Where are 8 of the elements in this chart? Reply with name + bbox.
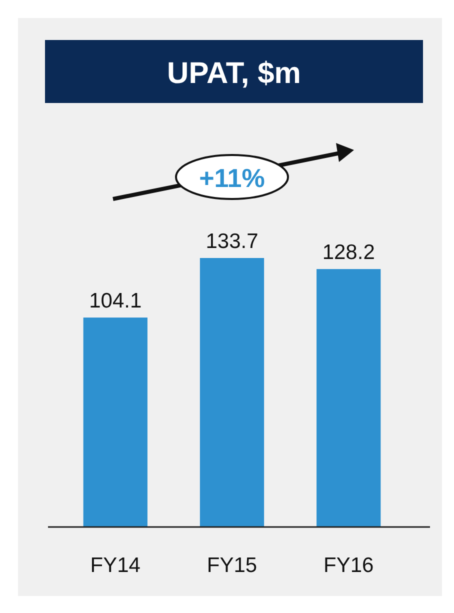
x-tick-label: FY14 bbox=[90, 554, 141, 577]
x-tick-label: FY16 bbox=[324, 554, 374, 577]
data-label: 104.1 bbox=[89, 290, 142, 313]
text: +11% bbox=[199, 163, 265, 193]
data-label: 133.7 bbox=[206, 230, 258, 253]
chart-title: UPAT, $m bbox=[167, 57, 301, 90]
x-tick-label: FY15 bbox=[206, 554, 258, 577]
data-label: 128.2 bbox=[322, 241, 375, 264]
